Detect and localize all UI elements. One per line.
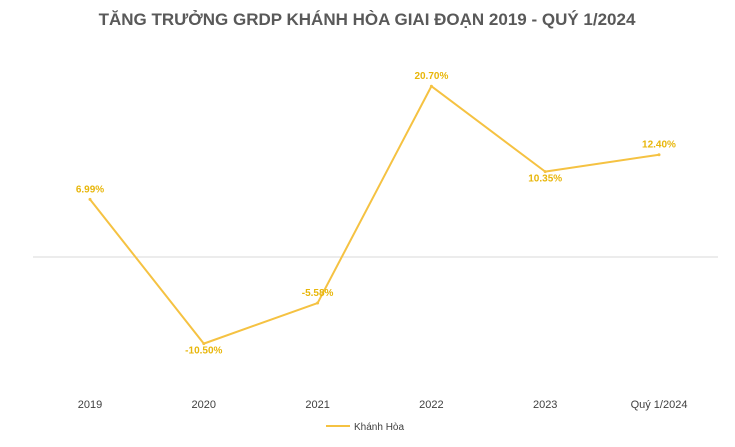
x-tick-label: 2020 [192, 399, 216, 411]
chart-title: TĂNG TRƯỞNG GRDP KHÁNH HÒA GIAI ĐOẠN 201… [99, 10, 636, 29]
data-label: 6.99% [76, 184, 104, 195]
data-point [316, 301, 320, 305]
data-point [429, 84, 433, 88]
data-label: -10.50% [185, 346, 222, 357]
x-tick-label: 2019 [78, 399, 102, 411]
x-tick-label: 2022 [419, 399, 443, 411]
x-tick-label: 2023 [533, 399, 557, 411]
series-layer [88, 84, 661, 346]
x-axis-tick-layer: 2019 2020 2021 2022 2023 Quý 1/2024 [78, 399, 688, 411]
data-point [88, 197, 92, 201]
data-point [657, 153, 661, 157]
data-label: 12.40% [642, 140, 676, 151]
x-tick-label: 2021 [305, 399, 329, 411]
data-point [543, 170, 547, 174]
data-point [202, 342, 206, 346]
x-tick-label: Quý 1/2024 [631, 399, 688, 411]
data-label: 10.35% [528, 174, 562, 185]
legend-label: Khánh Hòa [354, 422, 404, 433]
data-label: -5.58% [302, 288, 334, 299]
data-label-layer: 6.99% -10.50% -5.58% 20.70% 10.35% 12.40% [76, 71, 676, 356]
series-line-khanh-hoa [89, 85, 660, 345]
legend: Khánh Hòa [326, 422, 404, 433]
data-label: 20.70% [414, 71, 448, 82]
